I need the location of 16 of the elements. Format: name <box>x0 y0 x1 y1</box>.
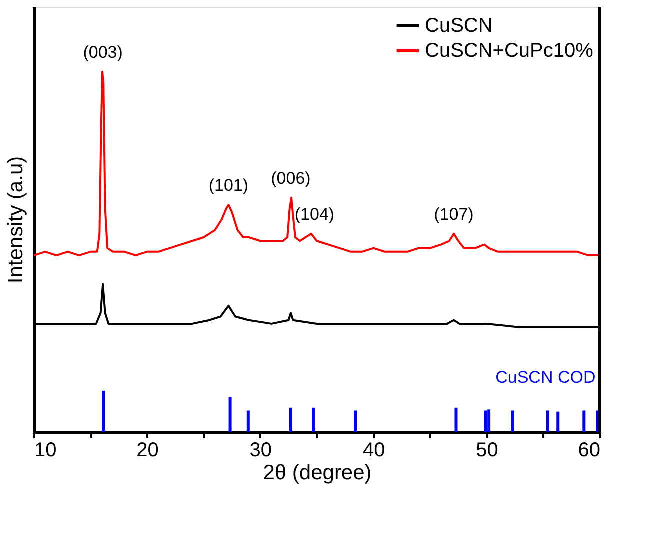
x-tick-label: 50 <box>476 440 498 462</box>
annotation: (107) <box>434 204 474 224</box>
series-label: CuSCN COD <box>496 368 596 387</box>
annotation: (101) <box>208 176 249 196</box>
annotation: (003) <box>83 42 123 62</box>
annotation: (006) <box>271 168 311 188</box>
x-axis-title: 2θ (degree) <box>263 462 372 484</box>
x-tick-label: 10 <box>34 440 57 462</box>
x-tick-label: 20 <box>136 440 159 462</box>
legend-label: CuSCN+CuPc10% <box>425 40 594 62</box>
x-tick-label: 30 <box>250 440 272 462</box>
legend-label: CuSCN <box>425 15 493 37</box>
x-tick-label: 60 <box>578 440 600 462</box>
x-tick-label: 40 <box>362 440 386 462</box>
y-axis-title: Intensity (a.u) <box>4 156 28 284</box>
annotation: (104) <box>294 204 335 224</box>
